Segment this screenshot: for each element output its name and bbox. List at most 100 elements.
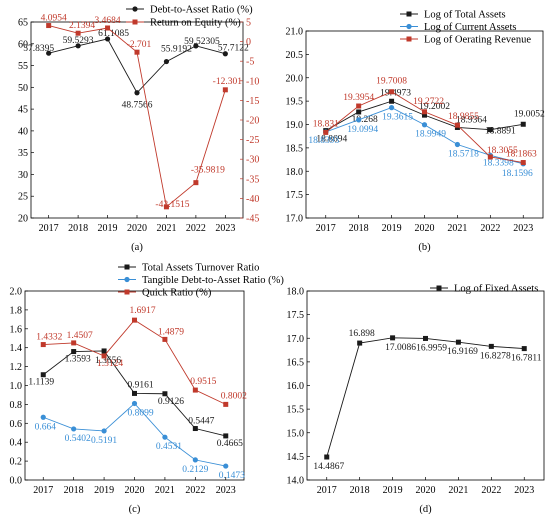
panel-caption: (a) — [131, 242, 143, 253]
data-label: 18.8393 — [308, 136, 339, 146]
panel-caption: (c) — [129, 504, 141, 514]
data-point — [75, 30, 81, 36]
data-label: 17.0086 — [385, 343, 416, 353]
data-label: 18.9364 — [456, 115, 487, 125]
data-label: 16.9169 — [447, 347, 478, 357]
y-right-tick-label: 0 — [246, 37, 251, 48]
data-point — [104, 36, 111, 42]
data-label: -2.701 — [127, 40, 152, 50]
data-point — [193, 180, 199, 186]
y-tick-label: 2.0 — [10, 287, 23, 298]
data-point — [40, 414, 46, 420]
x-tick-label: 2020 — [416, 485, 436, 496]
y-tick-label: 0.8 — [10, 400, 23, 411]
data-point — [71, 340, 77, 346]
y-tick-label: 25 — [18, 192, 28, 203]
data-label: 0.8002 — [221, 391, 247, 401]
y-tick-label: 1.4 — [10, 343, 23, 354]
legend-marker — [406, 36, 412, 42]
data-point — [71, 349, 77, 355]
data-point — [323, 129, 329, 135]
y-right-tick-label: -15 — [246, 96, 259, 107]
data-label: 19.2722 — [413, 97, 444, 107]
data-point — [192, 426, 198, 432]
data-point — [356, 109, 362, 115]
y-tick-label: 30 — [18, 170, 28, 181]
y-tick-label: 14.0 — [287, 476, 305, 487]
x-tick-label: 2017 — [33, 485, 53, 496]
panel-caption: (b) — [418, 242, 431, 253]
legend-label: Tangible Debt-to-Asset Ratio (%) — [142, 275, 284, 286]
data-label: 0.5191 — [91, 436, 117, 446]
y-tick-label: 20 — [18, 214, 28, 225]
data-point — [75, 43, 81, 49]
x-tick-label: 2019 — [382, 223, 402, 234]
data-point — [134, 49, 140, 55]
data-label: 1.1139 — [28, 378, 54, 388]
x-tick-label: 2019 — [94, 485, 114, 496]
y-tick-label: 16.0 — [287, 381, 305, 392]
data-point — [389, 98, 395, 104]
data-point — [488, 343, 494, 349]
y-tick-label: 17.5 — [287, 310, 305, 321]
legend-label: Quick Ratio (%) — [142, 288, 212, 299]
data-point — [162, 336, 168, 342]
data-label: 18.5718 — [448, 150, 479, 160]
data-point — [192, 457, 198, 463]
data-label: 16.898 — [349, 329, 375, 339]
data-label: 2.1394 — [69, 21, 95, 31]
data-point — [134, 90, 140, 96]
y-tick-label: 21.0 — [286, 27, 304, 38]
y-tick-label: 15.0 — [287, 428, 305, 439]
y-tick-label: 18.0 — [286, 167, 304, 178]
y-tick-label: 55 — [18, 61, 28, 72]
x-tick-label: 2019 — [383, 485, 403, 496]
data-label: 0.9126 — [158, 397, 184, 407]
x-tick-label: 2017 — [317, 485, 337, 496]
y-tick-label: 17.0 — [287, 334, 305, 345]
legend-marker — [124, 276, 130, 283]
y-tick-label: 20.5 — [286, 50, 304, 61]
data-label: 0.2129 — [182, 465, 208, 475]
data-point — [520, 160, 526, 166]
data-point — [223, 401, 229, 407]
y-right-tick-label: -20 — [246, 116, 259, 127]
chart-b: 2017 2018 2019 2020 2021 2022 2023 17.0 17.5 18.0… — [286, 10, 545, 254]
data-label: 59.5293 — [63, 36, 94, 46]
legend-marker — [132, 6, 138, 12]
data-label: 18.3055 — [487, 146, 518, 156]
data-point — [163, 204, 169, 210]
data-label: 19.0052 — [514, 109, 545, 119]
data-label: 19.4973 — [380, 88, 411, 98]
data-label: 18.8694 — [316, 135, 347, 145]
data-point — [520, 121, 526, 127]
data-label: 1.3593 — [65, 355, 91, 365]
legend-label: Return on Equity (%) — [150, 18, 241, 29]
data-point — [422, 112, 427, 118]
data-label: 57.8395 — [23, 44, 54, 54]
data-label: 16.9959 — [416, 343, 447, 353]
x-tick-label: 2018 — [68, 223, 88, 234]
data-point — [192, 387, 198, 393]
y-tick-label: 19.0 — [286, 120, 304, 131]
legend-label: Log of Oerating Revenue — [424, 35, 531, 46]
data-label: 3.4684 — [94, 16, 120, 26]
data-label: 1.3656 — [95, 356, 121, 366]
data-label: 18.3398 — [483, 158, 514, 168]
legend-marker — [436, 285, 442, 291]
legend-label: Total Assets Turnover Ratio — [142, 263, 259, 274]
x-tick-label: 2021 — [447, 223, 467, 234]
data-point — [455, 339, 461, 345]
legend-marker — [406, 23, 412, 30]
y-tick-label: 0.6 — [10, 419, 23, 430]
legend-label: Debt-to-Asset Ratio (%) — [150, 5, 253, 16]
y-right-tick-label: -45 — [246, 214, 259, 225]
x-tick-label: 2022 — [186, 223, 206, 234]
y-tick-label: 60 — [18, 39, 28, 50]
data-label: 19.2002 — [419, 102, 450, 112]
panel-caption: (d) — [419, 504, 432, 514]
data-label: 0.1473 — [219, 471, 245, 481]
data-point — [101, 348, 107, 354]
data-point — [357, 340, 363, 346]
